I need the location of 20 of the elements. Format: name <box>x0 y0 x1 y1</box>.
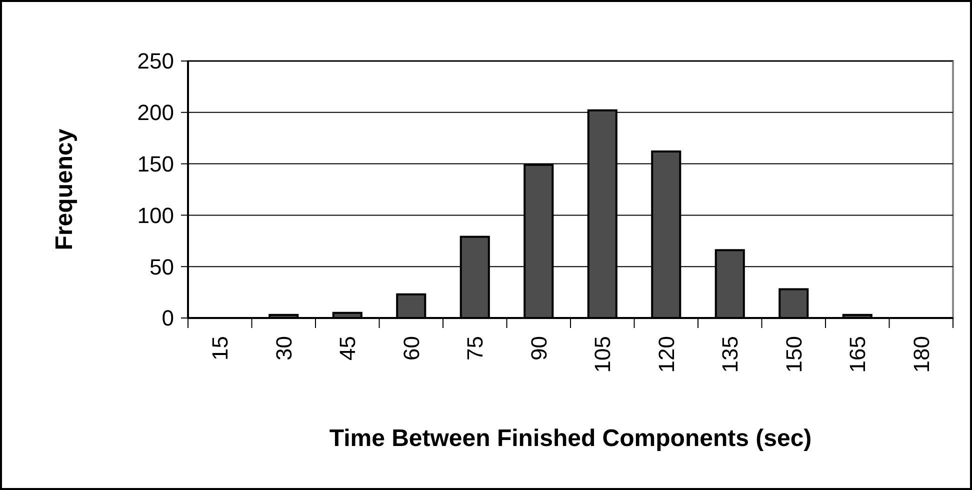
x-axis-title: Time Between Finished Components (sec) <box>329 425 812 452</box>
y-axis-title: Frequency <box>51 128 78 250</box>
y-tick-label: 0 <box>162 306 174 331</box>
x-tick-label: 120 <box>654 336 679 373</box>
x-tick-label: 60 <box>398 336 424 360</box>
y-tick-label: 50 <box>150 254 174 280</box>
x-tick-label: 75 <box>462 336 488 360</box>
x-tick-label: 135 <box>718 336 743 373</box>
x-tick-label: 180 <box>908 336 934 373</box>
y-tick-label: 100 <box>137 202 174 228</box>
y-tick-label: 150 <box>137 152 174 176</box>
x-tick-label: 30 <box>271 336 296 360</box>
x-tick-label: 105 <box>590 336 616 373</box>
y-tick-label: 200 <box>137 100 174 126</box>
x-tick-label: 150 <box>781 336 806 373</box>
x-tick-label: 90 <box>526 336 552 360</box>
x-tick-label: 15 <box>208 336 233 360</box>
y-tick-label: 250 <box>137 48 174 74</box>
x-tick-label: 165 <box>845 336 870 373</box>
x-tick-label: 45 <box>335 336 360 360</box>
